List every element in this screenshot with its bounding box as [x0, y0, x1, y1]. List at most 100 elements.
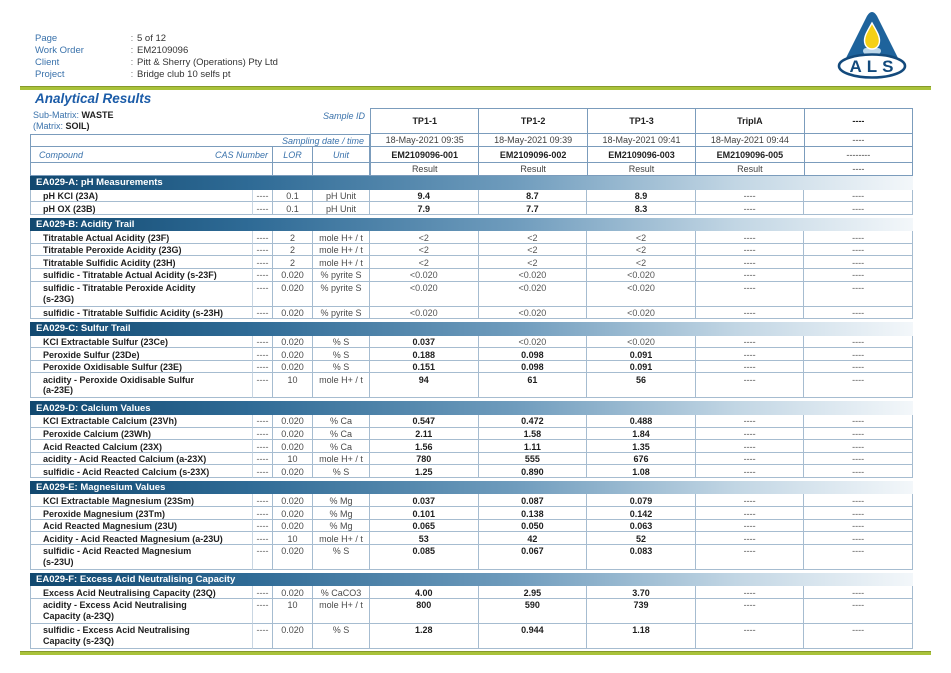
table-row: Excess Acid Neutralising Capacity (23Q) -… — [30, 586, 913, 599]
table-row: Peroxide Magnesium (23Tm) ---- 0.020% Mg 0.… — [30, 507, 913, 520]
result-value: 0.091 — [587, 360, 696, 374]
cas-number: ---- — [253, 268, 273, 282]
lor-value: 0.020 — [273, 465, 313, 478]
lor-value: 0.020 — [273, 348, 313, 361]
compound-name: Peroxide Oxidisable Sulfur (23E) — [30, 360, 253, 374]
result-value: 8.9 — [587, 189, 696, 203]
section-header: EA029-B: Acidity Trail — [30, 217, 913, 232]
result-value: ---- — [804, 519, 913, 533]
result-value: 0.098 — [478, 348, 588, 361]
result-value: 1.58 — [478, 427, 588, 441]
result-value: 0.037 — [370, 335, 479, 349]
result-value: 94 — [370, 373, 479, 399]
compound-name: KCl Extractable Sulfur (23Ce) — [30, 335, 253, 349]
field-label: Page — [35, 33, 58, 44]
unit-value: % S — [313, 623, 370, 649]
result-value: <2 — [478, 256, 588, 269]
cas-number: ---- — [253, 598, 273, 624]
cas-number: ---- — [253, 202, 273, 215]
sample-column-header: TripIA — [696, 108, 805, 134]
cas-number: ---- — [253, 532, 273, 545]
result-value: 9.4 — [370, 189, 479, 203]
lab-sample-id: EM2109096-001 — [370, 147, 480, 163]
result-value: ---- — [695, 414, 805, 428]
result-value: 4.00 — [370, 586, 479, 599]
result-value: 0.083 — [587, 544, 696, 570]
unit-value: % pyrite S — [313, 268, 370, 282]
unit-value: % pyrite S — [313, 281, 370, 307]
result-value: ---- — [695, 507, 805, 520]
result-value: 1.08 — [587, 465, 696, 478]
result-value: <2 — [478, 231, 588, 244]
compound-name: KCl Extractable Magnesium (23Sm) — [30, 494, 253, 507]
result-value: <0.020 — [478, 306, 588, 320]
result-label: Result — [479, 163, 588, 176]
result-value: 0.087 — [478, 494, 588, 507]
unit-value: mole H+ / t — [313, 452, 370, 466]
compound-name: sulfidic - Titratable Actual Acidity (s-… — [30, 268, 253, 282]
compound-name: Titratable Sulfidic Acidity (23H) — [30, 256, 253, 269]
header-fields: Page : 5 of 12 Work Order : EM2109096 Cl… — [35, 33, 278, 81]
result-value: <2 — [370, 256, 479, 269]
section-header: EA029-C: Sulfur Trail — [30, 322, 913, 336]
column-header-row: Compound CAS Number LOR Unit EM2109096-0… — [30, 147, 914, 163]
lor-value: 10 — [273, 373, 313, 399]
result-value: ---- — [804, 373, 913, 399]
result-value: 0.890 — [478, 465, 588, 478]
table-row: sulfidic - Acid Reacted Calcium (s-23X) -… — [30, 465, 913, 478]
result-value: ---- — [804, 465, 913, 478]
result-value: ---- — [804, 231, 913, 244]
result-value: <2 — [587, 256, 696, 269]
result-value: ---- — [695, 348, 805, 361]
result-value: 52 — [587, 532, 696, 545]
compound-cas-header: Compound CAS Number — [30, 147, 273, 163]
result-value: 0.101 — [370, 507, 479, 520]
result-value: 0.488 — [587, 414, 696, 428]
result-value: 42 — [478, 532, 588, 545]
result-label: ---- — [804, 163, 914, 176]
sample-id-header-label: Sample ID — [322, 111, 365, 121]
unit-value: % S — [313, 348, 370, 361]
unit-value: % S — [313, 544, 370, 570]
als-logo-text: ALS — [850, 57, 899, 76]
submatrix-label: Sub-Matrix: — [33, 110, 80, 120]
table-row: KCl Extractable Sulfur (23Ce) ---- 0.020% … — [30, 335, 913, 349]
result-value: 1.56 — [370, 440, 479, 453]
table-row: Peroxide Calcium (23Wh) ---- 0.020% Ca 2.11… — [30, 427, 913, 441]
field-separator: : — [130, 33, 134, 44]
result-value: 7.9 — [370, 202, 479, 215]
table-section: EA029-E: Magnesium Values KCl Extractable… — [30, 480, 913, 570]
result-value: <2 — [478, 243, 588, 257]
sample-column-header: TP1-2 — [479, 108, 588, 134]
result-value: ---- — [804, 348, 913, 361]
table-row: sulfidic - Excess Acid Neutralising Capa… — [30, 623, 913, 649]
field-value: Bridge club 10 selfs pt — [137, 69, 231, 80]
cas-number: ---- — [253, 335, 273, 349]
lor-value: 0.020 — [273, 544, 313, 570]
result-value: 590 — [478, 598, 588, 624]
lor-header-label: LOR — [273, 147, 313, 163]
result-value: 0.067 — [478, 544, 588, 570]
unit-value: mole H+ / t — [313, 373, 370, 399]
unit-value: mole H+ / t — [313, 256, 370, 269]
table-row: Titratable Actual Acidity (23F) ---- 2 mole… — [30, 231, 913, 244]
result-value: <0.020 — [478, 335, 588, 349]
compound-name: Acid Reacted Calcium (23X) — [30, 440, 253, 453]
cas-number: ---- — [253, 306, 273, 320]
field-page: Page : 5 of 12 — [35, 33, 278, 45]
result-value: 0.138 — [478, 507, 588, 520]
result-value: 1.35 — [587, 440, 696, 453]
result-value: <0.020 — [370, 306, 479, 320]
result-value: ---- — [695, 519, 805, 533]
table-row: Acidity - Acid Reacted Magnesium (a-23U)… — [30, 532, 913, 545]
result-value: ---- — [804, 452, 913, 466]
page-title: Analytical Results — [35, 91, 152, 106]
field-value: Pitt & Sherry (Operations) Pty Ltd — [137, 57, 278, 68]
result-value: 2.11 — [370, 427, 479, 441]
result-value: ---- — [804, 243, 913, 257]
result-value: ---- — [695, 452, 805, 466]
field-work-order: Work Order : EM2109096 — [35, 45, 278, 57]
unit-value: mole H+ / t — [313, 532, 370, 545]
field-separator: : — [130, 57, 134, 68]
section-header: EA029-E: Magnesium Values — [30, 480, 913, 495]
